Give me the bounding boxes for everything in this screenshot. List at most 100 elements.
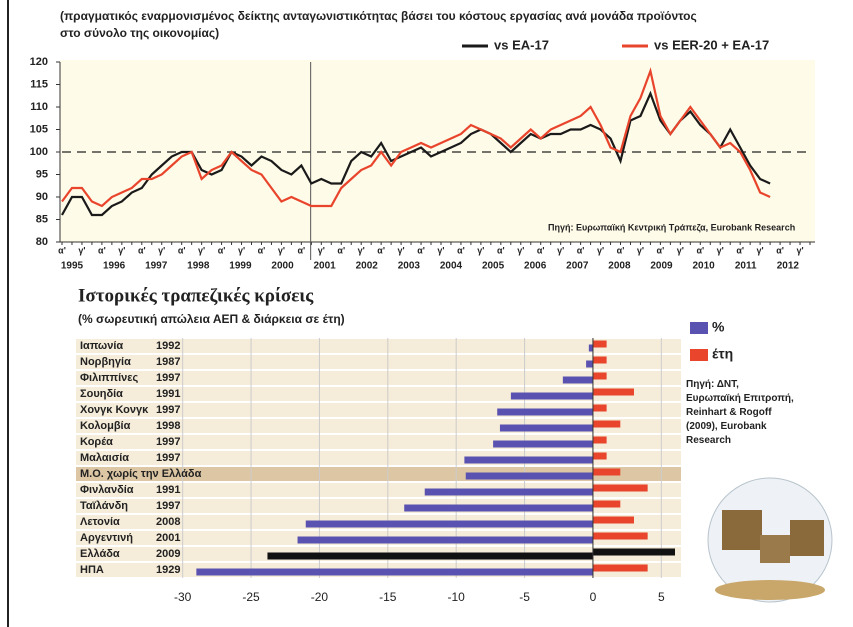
source-note: Πηγή: ΔΝΤ, Ευρωπαϊκή Επιτροπή, Reinhart … bbox=[686, 379, 794, 446]
bar bbox=[592, 372, 607, 380]
x-tick-label: γ' bbox=[477, 245, 484, 255]
bar bbox=[592, 388, 634, 396]
year-label: 2002 bbox=[356, 261, 379, 272]
year-label: 2008 bbox=[608, 261, 631, 272]
x-tick-label: -10 bbox=[448, 590, 466, 604]
x-tick-label: γ' bbox=[398, 245, 405, 255]
x-tick-label: α' bbox=[138, 245, 146, 255]
row-band bbox=[76, 355, 681, 369]
row-label: Φιλιππίνες bbox=[80, 372, 138, 384]
bar bbox=[592, 532, 648, 540]
row-label: Κορέα bbox=[80, 436, 113, 448]
bar bbox=[297, 536, 593, 544]
y-tick-label: 110 bbox=[30, 101, 48, 113]
row-label: Ιαπωνία bbox=[80, 340, 123, 352]
x-tick-label: 0 bbox=[590, 590, 597, 604]
x-tick-label: α' bbox=[736, 245, 744, 255]
row-year: 1991 bbox=[156, 388, 180, 400]
year-label: 2009 bbox=[650, 261, 673, 272]
y-tick-label: 95 bbox=[36, 168, 48, 180]
year-label: 2007 bbox=[566, 261, 589, 272]
x-tick-label: α' bbox=[537, 245, 545, 255]
legend-swatch bbox=[690, 322, 708, 334]
row-label: Χονγκ Κονγκ bbox=[80, 404, 149, 416]
x-tick-label: α' bbox=[178, 245, 186, 255]
legend-label: έτη bbox=[712, 346, 733, 362]
bar bbox=[499, 424, 593, 432]
year-label: 2011 bbox=[735, 261, 757, 272]
chart-subtitle: (πραγματικός εναρμονισμένος δείκτης αντα… bbox=[60, 9, 697, 40]
row-year: 1997 bbox=[156, 500, 180, 512]
row-band bbox=[76, 371, 681, 385]
year-label: 2000 bbox=[271, 261, 294, 272]
series-line bbox=[61, 67, 771, 208]
bar bbox=[592, 548, 675, 556]
year-label: 1998 bbox=[187, 261, 210, 272]
row-year: 1987 bbox=[156, 356, 180, 368]
year-label: 2006 bbox=[524, 261, 547, 272]
plot-background bbox=[60, 60, 815, 242]
bar bbox=[305, 520, 593, 528]
year-label: 1997 bbox=[145, 261, 168, 272]
row-year: 2001 bbox=[156, 532, 180, 544]
x-tick-label: γ' bbox=[118, 245, 125, 255]
x-tick-label: α' bbox=[417, 245, 425, 255]
row-label: Αργεντινή bbox=[80, 532, 133, 544]
legend-label: vs EER-20 + EA-17 bbox=[654, 37, 769, 52]
x-tick-label: α' bbox=[218, 245, 226, 255]
x-tick-label: γ' bbox=[198, 245, 205, 255]
row-label: ΗΠΑ bbox=[80, 564, 104, 576]
y-tick-label: 120 bbox=[30, 56, 48, 68]
x-tick-label: γ' bbox=[78, 245, 85, 255]
bar bbox=[592, 468, 621, 476]
x-tick-label: α' bbox=[457, 245, 465, 255]
year-label: 2005 bbox=[482, 261, 505, 272]
row-label: Σουηδία bbox=[80, 388, 123, 400]
row-year: 1929 bbox=[156, 564, 180, 576]
row-year: 1991 bbox=[156, 484, 180, 496]
bar bbox=[586, 360, 593, 368]
y-tick-label: 115 bbox=[30, 78, 48, 90]
legend-label: vs EA-17 bbox=[494, 37, 549, 52]
row-label: Νορβηγία bbox=[80, 356, 131, 368]
x-tick-label: -15 bbox=[379, 590, 397, 604]
year-label: 1999 bbox=[229, 261, 252, 272]
subtitle-box: (πραγματικός εναρμονισμένος δείκτης αντα… bbox=[60, 9, 697, 40]
row-year: 1997 bbox=[156, 404, 180, 416]
y-tick-label: 90 bbox=[36, 191, 48, 203]
y-tick-label: 100 bbox=[30, 146, 48, 158]
chart-subtitle: (% σωρευτική απώλεια ΑΕΠ & διάρκεια σε έ… bbox=[78, 312, 345, 326]
year-label: 1996 bbox=[103, 261, 126, 272]
x-tick-label: α' bbox=[58, 245, 66, 255]
x-tick-label: -5 bbox=[519, 590, 530, 604]
bar bbox=[592, 452, 607, 460]
x-tick-label: γ' bbox=[318, 245, 325, 255]
bar bbox=[493, 440, 593, 448]
globe-illustration bbox=[707, 477, 833, 603]
bar bbox=[497, 408, 593, 416]
bar bbox=[424, 488, 593, 496]
y-tick-label: 80 bbox=[36, 236, 48, 248]
x-tick-label: 5 bbox=[658, 590, 665, 604]
x-tick-label: α' bbox=[657, 245, 665, 255]
x-tick-label: γ' bbox=[238, 245, 245, 255]
row-label: Φινλανδία bbox=[80, 484, 134, 496]
x-tick-label: γ' bbox=[278, 245, 285, 255]
x-tick-label: -20 bbox=[311, 590, 329, 604]
bar bbox=[592, 340, 607, 348]
bar bbox=[465, 472, 593, 480]
x-tick-label: -25 bbox=[242, 590, 260, 604]
row-year: 2009 bbox=[156, 548, 180, 560]
x-tick-label: α' bbox=[577, 245, 585, 255]
row-year: 2008 bbox=[156, 516, 180, 528]
x-tick-label: γ' bbox=[437, 245, 444, 255]
row-year: 1997 bbox=[156, 436, 180, 448]
x-tick-label: γ' bbox=[517, 245, 524, 255]
bar bbox=[196, 568, 593, 576]
x-tick-label: -30 bbox=[174, 590, 192, 604]
row-label: Ελλάδα bbox=[80, 548, 120, 560]
x-tick-label: γ' bbox=[597, 245, 604, 255]
row-year: 1997 bbox=[156, 372, 180, 384]
x-tick-label: γ' bbox=[358, 245, 365, 255]
x-tick-label: α' bbox=[98, 245, 106, 255]
